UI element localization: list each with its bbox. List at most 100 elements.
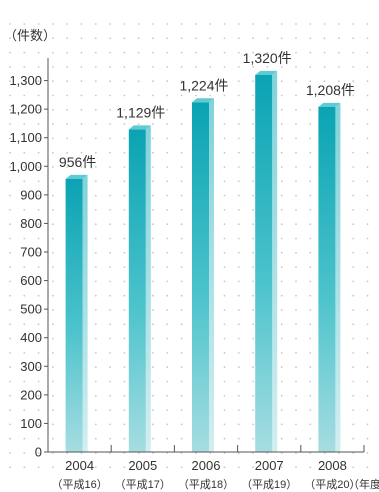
grid-dot bbox=[223, 251, 226, 254]
bar-2008 bbox=[318, 102, 341, 452]
grid-dot bbox=[237, 266, 240, 268]
grid-dot bbox=[23, 294, 26, 297]
bar-front bbox=[192, 102, 209, 453]
grid-dot bbox=[280, 409, 283, 411]
grid-dot bbox=[180, 66, 183, 68]
grid-dot bbox=[295, 437, 297, 440]
grid-dot bbox=[109, 366, 111, 369]
grid-dot bbox=[52, 337, 54, 340]
grid-dot bbox=[152, 94, 154, 97]
grid-dot bbox=[123, 66, 126, 68]
grid-dot bbox=[152, 23, 154, 25]
grid-dot bbox=[23, 323, 26, 326]
grid-dot bbox=[280, 437, 283, 440]
grid-dot bbox=[352, 223, 355, 226]
grid-dot bbox=[352, 309, 355, 311]
grid-dot bbox=[180, 80, 183, 83]
grid-dot bbox=[37, 309, 40, 311]
grid-dot bbox=[37, 123, 40, 125]
grid-dot bbox=[209, 452, 212, 454]
grid-dot bbox=[295, 23, 297, 25]
grid-dot bbox=[37, 51, 40, 54]
grid-dot bbox=[252, 194, 255, 197]
grid-dot bbox=[9, 323, 11, 326]
grid-dot bbox=[352, 237, 355, 240]
grid-dot bbox=[109, 380, 111, 383]
grid-dot bbox=[52, 108, 54, 111]
grid-dot bbox=[209, 51, 212, 54]
grid-dot bbox=[180, 137, 183, 140]
y-tick-label: 1,300 bbox=[9, 73, 42, 88]
y-tick-label: 200 bbox=[20, 387, 42, 402]
grid-dot bbox=[37, 166, 40, 168]
grid-dot bbox=[280, 151, 283, 154]
grid-dot bbox=[9, 251, 11, 254]
grid-dot bbox=[195, 66, 197, 68]
grid-dot bbox=[295, 51, 297, 54]
grid-dot bbox=[166, 180, 169, 183]
grid-dot bbox=[352, 66, 355, 68]
grid-dot bbox=[366, 80, 369, 83]
grid-dot bbox=[223, 409, 226, 411]
grid-dot bbox=[137, 452, 140, 454]
grid-dot bbox=[309, 280, 312, 283]
grid-dot bbox=[52, 194, 54, 197]
grid-dot bbox=[123, 352, 126, 354]
grid-dot bbox=[23, 466, 26, 469]
grid-dot bbox=[309, 223, 312, 226]
grid-dot bbox=[23, 309, 26, 311]
grid-dot bbox=[237, 237, 240, 240]
grid-dot bbox=[252, 251, 255, 254]
grid-dot bbox=[9, 209, 11, 211]
grid-dot bbox=[52, 409, 54, 411]
y-tick-label: 600 bbox=[20, 273, 42, 288]
grid-dot bbox=[309, 437, 312, 440]
grid-dot bbox=[352, 337, 355, 340]
grid-dot bbox=[352, 366, 355, 369]
grid-dot bbox=[295, 151, 297, 154]
grid-dot bbox=[295, 266, 297, 268]
grid-dot bbox=[280, 352, 283, 354]
grid-dot bbox=[123, 194, 126, 197]
grid-dot bbox=[166, 251, 169, 254]
grid-dot bbox=[252, 151, 255, 154]
grid-dot bbox=[9, 452, 11, 454]
grid-dot bbox=[23, 223, 26, 226]
grid-dot bbox=[223, 352, 226, 354]
grid-dot bbox=[237, 337, 240, 340]
grid-dot bbox=[237, 466, 240, 469]
grid-dot bbox=[166, 309, 169, 311]
grid-dot bbox=[23, 452, 26, 454]
grid-dot bbox=[23, 366, 26, 369]
grid-dot bbox=[338, 23, 340, 25]
grid-dot bbox=[352, 323, 355, 326]
grid-dot bbox=[152, 466, 154, 469]
grid-dot bbox=[152, 337, 154, 340]
grid-dot bbox=[195, 94, 197, 97]
grid-dot bbox=[52, 94, 54, 97]
grid-dot bbox=[366, 251, 369, 254]
grid-dot bbox=[123, 180, 126, 183]
grid-dot bbox=[123, 137, 126, 140]
grid-dot bbox=[166, 137, 169, 140]
grid-dot bbox=[166, 237, 169, 240]
grid-dot bbox=[23, 51, 26, 54]
grid-dot bbox=[109, 80, 111, 83]
grid-dot bbox=[209, 80, 212, 83]
grid-dot bbox=[109, 323, 111, 326]
grid-dot bbox=[109, 452, 111, 454]
grid-dot bbox=[280, 280, 283, 283]
grid-dot bbox=[94, 452, 97, 454]
grid-dot bbox=[280, 80, 283, 83]
grid-dot bbox=[209, 94, 212, 97]
grid-dot bbox=[123, 251, 126, 254]
grid-dot bbox=[37, 194, 40, 197]
bars: 956件 1,129件 1,224件 1,320件 1,208件 bbox=[59, 50, 355, 453]
grid-dot bbox=[180, 337, 183, 340]
grid-dot bbox=[295, 209, 297, 211]
grid-dot bbox=[66, 37, 69, 40]
grid-dot bbox=[366, 166, 369, 168]
y-tick-label: 900 bbox=[20, 187, 42, 202]
grid-dot bbox=[366, 194, 369, 197]
grid-dot bbox=[52, 352, 54, 354]
